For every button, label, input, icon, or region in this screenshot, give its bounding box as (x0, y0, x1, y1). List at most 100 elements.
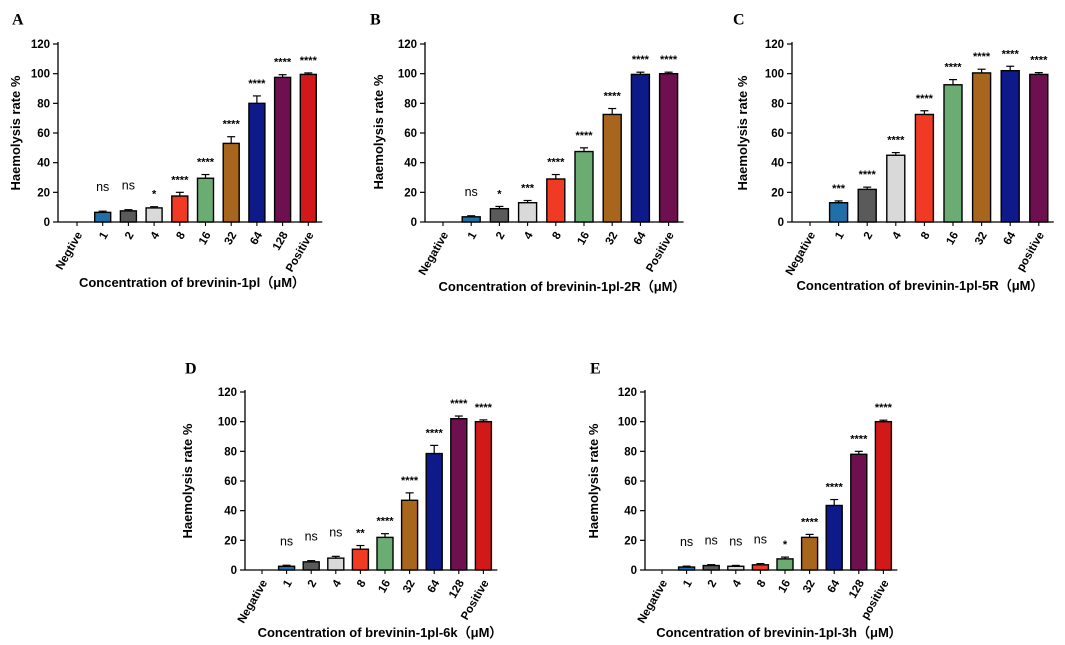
panel-a-bar (145, 207, 163, 223)
panel-d-bar (351, 548, 370, 571)
panel-d-category-label: 8 (355, 578, 369, 590)
panel-e-significance-label: ns (729, 534, 742, 548)
panel-e-bar (850, 453, 868, 571)
panel-c-significance-label: **** (1002, 48, 1020, 60)
panel-e-category-label: 128 (847, 577, 867, 600)
panel-e-y-tick-label: 0 (631, 565, 637, 577)
panel-e-significance-label: **** (801, 516, 819, 528)
panel-d-significance-label: **** (401, 475, 419, 487)
panel-b-significance-label: **** (660, 54, 678, 66)
panel-d-x-axis-label: Concentration of brevinin-1pl-6k（μM） (258, 625, 503, 640)
panel-c-y-tick-label: 60 (771, 128, 784, 140)
panel-b-bar (574, 150, 594, 223)
panel-e-category-label: 64 (826, 577, 843, 595)
panel-a-significance-label: **** (274, 57, 292, 69)
panel-d-bar (450, 418, 468, 571)
panel-c-significance-label: **** (1030, 55, 1048, 67)
panel-d-y-tick-label: 100 (218, 417, 237, 429)
panel-c-significance-label: **** (859, 169, 877, 181)
panel-b-bar (658, 72, 679, 223)
panel-d-bar (302, 561, 320, 571)
panel-d-significance-label: **** (475, 402, 493, 414)
panel-c-y-tick-label: 0 (778, 217, 784, 229)
panel-c-category-label: positive (1015, 230, 1047, 274)
panel-b-y-tick-label: 20 (404, 187, 417, 199)
panel-d-category-label: 4 (330, 578, 344, 590)
panel-c-letter: C (733, 11, 745, 28)
panel-c-y-axis-label: Haemolysis rate % (735, 75, 750, 190)
panel-b-y-tick-label: 100 (398, 69, 417, 81)
panel-c-category-label: 64 (1002, 229, 1019, 247)
panel-b-category-label: 1 (466, 230, 480, 242)
panel-e-bar (776, 558, 794, 571)
panel-d-y-tick-label: 80 (224, 446, 237, 458)
panel-c-bar (971, 72, 992, 223)
panel-a-bar (93, 211, 112, 223)
panel-e-y-axis-label: Haemolysis rate % (586, 423, 601, 538)
panel-b-bar (630, 73, 651, 223)
panel-e-y-tick-label: 120 (618, 387, 637, 399)
panel-e-bar (702, 564, 720, 571)
panel-e-bar (677, 566, 696, 571)
panel-c-bar (1029, 73, 1049, 223)
panel-e-bar (800, 536, 819, 571)
panel-b-category-label: Positive (644, 230, 676, 274)
panel-d-category-label: 16 (376, 578, 393, 595)
panel-b-category-label: 8 (550, 230, 564, 242)
panel-c-category-label: 1 (833, 230, 847, 242)
panel-c-bar (857, 188, 877, 223)
panel-d-category-label: Negative (236, 578, 270, 626)
panel-d-y-tick-label: 60 (224, 476, 237, 488)
panel-e-category-label: 16 (776, 578, 793, 595)
panel-a-significance-label: * (152, 189, 157, 201)
panel-b-category-label: 4 (522, 230, 536, 242)
panel-b-significance-label: **** (575, 130, 593, 142)
panel-b-y-tick-label: 0 (411, 217, 417, 229)
panel-a-significance-label: **** (197, 157, 215, 169)
panel-b-y-tick-label: 40 (404, 158, 417, 170)
panel-b-y-axis-label: Haemolysis rate % (371, 74, 386, 189)
panel-c-significance-label: **** (916, 93, 934, 105)
panel-c-bar (828, 202, 849, 223)
panel-c-x-axis-label: Concentration of brevinin-1pl-5R（μM） (796, 278, 1043, 293)
panel-e-bar (825, 504, 843, 571)
panel-e-x-axis-label: Concentration of brevinin-1pl-3h（μM） (656, 625, 902, 640)
panel-a-bar (171, 195, 189, 223)
panel-a-y-tick-label: 80 (37, 98, 50, 110)
panel-d-bar (277, 565, 296, 571)
panel-a-y-tick-label: 120 (31, 39, 50, 51)
panel-b-category-label: 64 (632, 229, 649, 247)
panel-e-significance-label: ns (705, 534, 718, 548)
panel-b-category-label: 2 (494, 230, 508, 242)
panel-a-bar (273, 76, 292, 223)
panel-c: C 0 20 40 60 80 100 120 Haemolysis rate % Negativ… (733, 11, 1054, 293)
panel-e-y-tick-label: 60 (624, 476, 637, 488)
panel-e-category-label: 1 (681, 578, 695, 590)
panel-e-bar (751, 564, 770, 571)
panel-d-significance-label: ** (356, 528, 365, 540)
panel-e-significance-label: **** (850, 433, 868, 445)
panel-d-category-label: 32 (401, 578, 418, 595)
panel-b-y-tick-label: 60 (404, 128, 417, 140)
panel-a-category-label: 4 (149, 230, 163, 242)
panel-e: E 0 20 40 60 80 100 120 Haemolysis rate % Negativ… (586, 360, 902, 640)
panel-c-category-label: 2 (862, 230, 876, 242)
panel-e-bar (874, 420, 893, 571)
panel-a-significance-label: **** (223, 119, 241, 131)
panel-a-category-label: 1 (97, 230, 111, 242)
panel-b-y-tick-label: 120 (398, 39, 417, 51)
panel-a: A 0 20 40 60 80 100 120 Haemolysis rate % Negtive… (8, 11, 323, 290)
panel-a-letter: A (12, 11, 24, 28)
panel-e-category-label: 2 (706, 578, 720, 590)
panel-b-letter: B (370, 11, 381, 28)
panel-e-significance-label: **** (826, 482, 844, 494)
panel-a-significance-label: **** (248, 78, 266, 90)
panel-c-significance-label: **** (973, 51, 991, 63)
panel-e-category-label: 4 (730, 578, 744, 590)
panel-c-y-tick-label: 80 (771, 98, 784, 110)
panel-e-category-label: 8 (755, 578, 769, 590)
panel-b-bar (489, 207, 510, 223)
panel-a-y-tick-label: 40 (37, 158, 50, 170)
panel-c-significance-label: *** (832, 183, 846, 195)
panel-d-significance-label: **** (450, 398, 468, 410)
